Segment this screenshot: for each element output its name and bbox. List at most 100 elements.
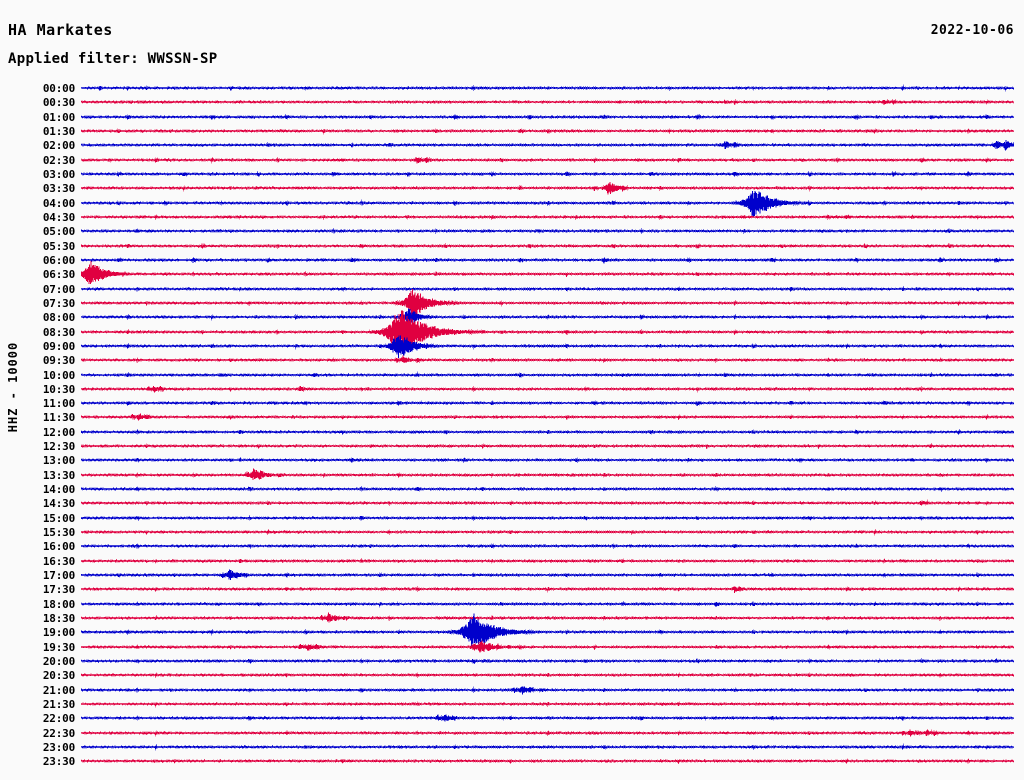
time-axis: 00:00 00:30 01:00 01:30 02:00 02:30 03:00 03:30… <box>0 80 81 780</box>
time-tick: 09:00 <box>42 340 75 353</box>
time-tick: 10:30 <box>42 383 75 396</box>
time-tick: 18:30 <box>42 612 75 625</box>
trace-line <box>81 113 1014 121</box>
time-tick: 19:30 <box>42 641 75 654</box>
trace-line <box>81 182 1014 195</box>
trace-line <box>81 156 1014 164</box>
trace-line <box>81 468 1014 480</box>
time-tick: 12:00 <box>42 426 75 439</box>
trace-line <box>81 485 1014 493</box>
time-tick: 22:00 <box>42 712 75 725</box>
trace-line <box>81 310 1014 352</box>
trace-line <box>81 308 1014 327</box>
time-tick: 05:30 <box>42 240 75 253</box>
trace-line <box>81 657 1014 665</box>
trace-line <box>81 586 1014 594</box>
trace-line <box>81 542 1014 550</box>
time-tick: 23:00 <box>42 741 75 754</box>
time-tick: 00:00 <box>42 82 75 95</box>
time-tick: 21:30 <box>42 698 75 711</box>
time-tick: 15:30 <box>42 526 75 539</box>
time-tick: 14:30 <box>42 497 75 510</box>
time-tick: 00:30 <box>42 96 75 109</box>
trace-line <box>81 127 1014 135</box>
helicorder-plot: 00:00 00:30 01:00 01:30 02:00 02:30 03:00 03:30… <box>0 80 1024 780</box>
time-tick: 19:00 <box>42 626 75 639</box>
time-tick: 04:00 <box>42 197 75 210</box>
time-tick: 14:00 <box>42 483 75 496</box>
trace-line <box>81 260 1014 285</box>
trace-line <box>81 743 1014 751</box>
trace-line <box>81 84 1014 92</box>
time-tick: 03:30 <box>42 182 75 195</box>
trace-line <box>81 213 1014 221</box>
time-tick: 17:30 <box>42 583 75 596</box>
time-tick: 20:30 <box>42 669 75 682</box>
time-tick: 01:30 <box>42 125 75 138</box>
time-tick: 08:00 <box>42 311 75 324</box>
time-tick: 10:00 <box>42 369 75 382</box>
time-tick: 08:30 <box>42 326 75 339</box>
trace-line <box>81 701 1014 708</box>
trace-line <box>81 140 1014 151</box>
trace-line <box>81 98 1014 106</box>
trace-line <box>81 413 1014 421</box>
trace-line <box>81 288 1014 318</box>
trace-line <box>81 600 1014 608</box>
trace-line <box>81 612 1014 623</box>
time-tick: 12:30 <box>42 440 75 453</box>
trace-line <box>81 385 1014 393</box>
time-tick: 07:00 <box>42 283 75 296</box>
trace-line <box>81 170 1014 178</box>
trace-line <box>81 456 1014 464</box>
time-tick: 18:00 <box>42 598 75 611</box>
trace-line <box>81 355 1014 364</box>
trace-line <box>81 640 1014 653</box>
time-tick: 02:00 <box>42 139 75 152</box>
trace-line <box>81 285 1014 293</box>
trace-line <box>81 686 1014 695</box>
time-tick: 16:30 <box>42 555 75 568</box>
trace-line <box>81 371 1014 379</box>
time-tick: 13:00 <box>42 454 75 467</box>
time-tick: 17:00 <box>42 569 75 582</box>
time-tick: 05:00 <box>42 225 75 238</box>
trace-line <box>81 227 1014 235</box>
time-tick: 04:30 <box>42 211 75 224</box>
time-tick: 06:30 <box>42 268 75 281</box>
trace-line <box>81 514 1014 522</box>
time-tick: 02:30 <box>42 154 75 167</box>
trace-line <box>81 672 1014 679</box>
time-tick: 16:00 <box>42 540 75 553</box>
trace-line <box>81 191 1014 217</box>
trace-line <box>81 335 1014 359</box>
trace-line <box>81 428 1014 436</box>
trace-line <box>81 528 1014 536</box>
time-tick: 15:00 <box>42 512 75 525</box>
applied-filter-label: Applied filter: WWSSN-SP <box>8 51 218 67</box>
trace-line <box>81 729 1014 737</box>
trace-line <box>81 569 1014 580</box>
trace-line <box>81 613 1014 646</box>
traces-svg <box>81 84 1014 765</box>
trace-line <box>81 557 1014 565</box>
time-tick: 21:00 <box>42 684 75 697</box>
trace-line <box>81 256 1014 264</box>
trace-line <box>81 714 1014 722</box>
seismogram-traces <box>81 80 1014 780</box>
trace-line <box>81 399 1014 407</box>
trace-line <box>81 242 1014 250</box>
time-tick: 23:30 <box>42 755 75 768</box>
time-tick: 20:00 <box>42 655 75 668</box>
time-tick: 09:30 <box>42 354 75 367</box>
time-tick: 03:00 <box>42 168 75 181</box>
station-title: HA Markates <box>8 21 113 39</box>
time-tick: 07:30 <box>42 297 75 310</box>
time-tick: 13:30 <box>42 469 75 482</box>
date-label: 2022-10-06 <box>930 23 1014 38</box>
trace-line <box>81 757 1014 765</box>
time-tick: 01:00 <box>42 111 75 124</box>
time-tick: 11:30 <box>42 411 75 424</box>
time-tick: 22:30 <box>42 727 75 740</box>
trace-line <box>81 499 1014 507</box>
